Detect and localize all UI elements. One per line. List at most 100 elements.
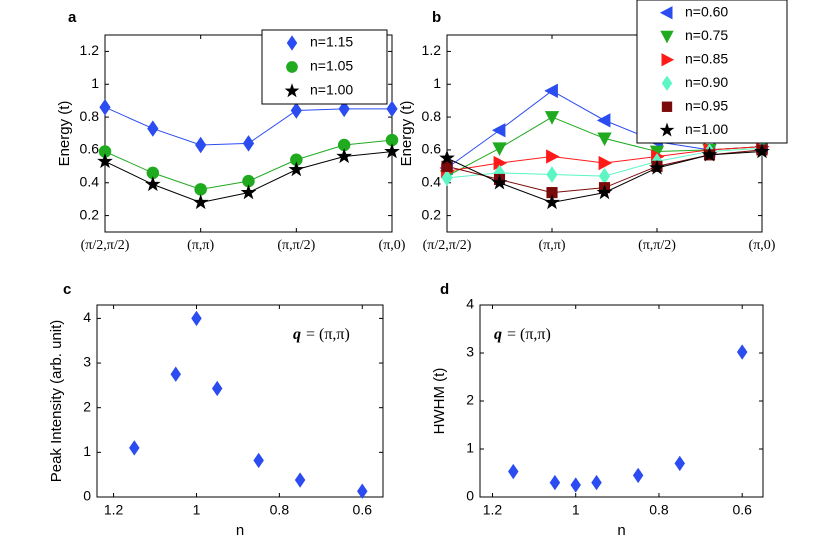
marker <box>294 472 306 488</box>
marker <box>240 184 257 200</box>
marker <box>661 75 673 91</box>
y-tick-label: 4 <box>466 296 474 312</box>
marker <box>336 148 353 164</box>
marker <box>701 146 718 162</box>
marker <box>147 120 159 137</box>
marker <box>492 142 507 156</box>
legend-box <box>261 29 388 105</box>
marker <box>97 153 113 169</box>
panel-label: b <box>432 9 441 26</box>
marker <box>441 169 453 187</box>
y-tick-label: 0.8 <box>80 108 100 124</box>
x-tick-label: 0.6 <box>732 502 752 518</box>
marker <box>384 143 400 159</box>
y-tick-label: 0 <box>466 488 474 504</box>
marker <box>170 366 181 382</box>
y-tick-label: 2 <box>83 398 91 414</box>
y-tick-label: 3 <box>83 354 91 370</box>
y-axis-label: Peak Intensity (arb. unit) <box>48 320 65 483</box>
y-tick-label: 1 <box>466 440 474 456</box>
marker <box>491 123 506 138</box>
y-tick-label: 0.2 <box>80 206 100 222</box>
marker <box>659 6 673 20</box>
marker <box>129 440 140 456</box>
marker <box>598 167 611 185</box>
y-tick-label: 0.4 <box>422 173 442 189</box>
marker <box>286 35 298 51</box>
x-axis-label: n <box>617 522 625 539</box>
annotation: q = (π,π) <box>293 326 350 343</box>
marker <box>144 176 161 192</box>
marker <box>544 83 558 98</box>
y-tick-label: 1.2 <box>422 42 442 58</box>
y-tick-label: 4 <box>83 309 91 325</box>
marker <box>386 100 398 118</box>
y-axis-label: Energy (t) <box>398 101 415 167</box>
annotation-text: = (π,π) <box>507 326 551 343</box>
marker <box>736 344 748 360</box>
x-tick-label: (π,0) <box>749 238 776 253</box>
marker <box>439 149 455 165</box>
marker <box>596 113 611 128</box>
marker <box>660 30 674 44</box>
x-tick-label: (π,0) <box>379 238 406 253</box>
legend-label: n=1.00 <box>685 121 728 137</box>
legend-label: n=0.90 <box>685 74 728 90</box>
legend-label: n=1.05 <box>310 58 353 74</box>
marker <box>597 132 612 147</box>
legend-label: n=0.95 <box>685 97 728 113</box>
panel-label: a <box>68 9 77 26</box>
marker <box>508 463 519 480</box>
marker <box>195 136 207 154</box>
marker <box>544 194 560 210</box>
legend-label: n=1.15 <box>310 34 353 50</box>
y-tick-label: 0.6 <box>422 141 442 157</box>
panel-label: c <box>63 281 71 298</box>
legend-label: n=0.60 <box>685 3 728 19</box>
y-axis-label: HWHM (t) <box>431 368 448 435</box>
x-tick-label: 1.2 <box>104 502 124 518</box>
marker <box>661 101 673 112</box>
legend-label: n=0.85 <box>685 50 728 66</box>
y-axis-label: Energy (t) <box>56 101 73 167</box>
marker <box>632 467 644 484</box>
annotation-symbol: q <box>293 326 301 343</box>
marker <box>286 61 298 73</box>
y-tick-label: 1.2 <box>80 42 100 58</box>
annotation: q = (π,π) <box>494 326 551 343</box>
marker <box>491 174 508 190</box>
y-tick-label: 2 <box>466 392 474 408</box>
y-tick-label: 3 <box>466 344 474 360</box>
x-axis-label: n <box>236 522 244 539</box>
marker <box>674 455 686 472</box>
legend-label: n=1.00 <box>310 82 353 98</box>
marker <box>549 474 561 491</box>
marker <box>99 98 111 116</box>
x-tick-label: 1 <box>572 502 580 518</box>
marker <box>659 122 675 137</box>
marker <box>598 155 613 171</box>
marker <box>192 194 209 210</box>
marker <box>194 183 207 196</box>
marker <box>288 161 305 177</box>
marker <box>253 452 264 469</box>
x-tick-label: (π/2,π/2) <box>81 238 130 253</box>
marker <box>661 53 675 67</box>
x-tick-label: (π,π) <box>539 238 566 253</box>
y-tick-label: 1 <box>433 75 441 91</box>
marker <box>544 111 560 125</box>
y-tick-label: 0.4 <box>80 173 100 189</box>
axes-box <box>104 34 393 233</box>
x-tick-label: 0.8 <box>649 502 669 518</box>
x-tick-label: (π/2,π/2) <box>423 238 472 253</box>
x-tick-label: 1 <box>193 502 201 518</box>
axes-box <box>96 304 384 498</box>
y-tick-label: 1 <box>83 443 91 459</box>
y-tick-label: 0 <box>83 488 91 504</box>
marker <box>649 159 665 175</box>
marker <box>191 310 202 327</box>
marker <box>546 166 558 183</box>
panel-label: d <box>440 281 449 298</box>
marker <box>211 380 223 397</box>
